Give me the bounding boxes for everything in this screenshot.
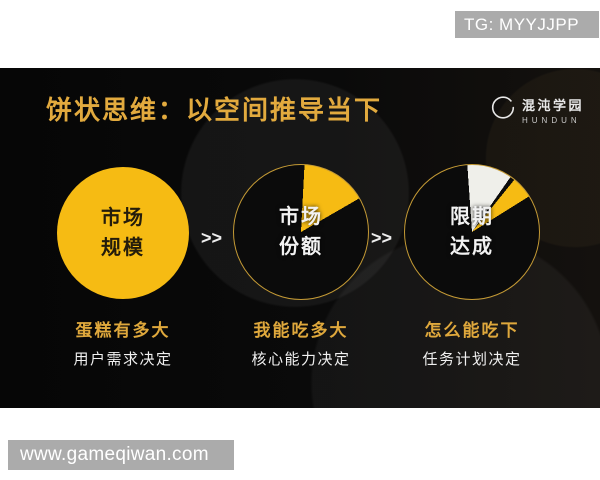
pie-market-share-label: 市场 份额 (279, 206, 323, 258)
slide-title: 饼状思维：以空间推导当下 (46, 95, 383, 125)
logo-name-cn: 混沌学园 (521, 97, 584, 113)
website-badge: www.gameqiwan.com (8, 440, 234, 470)
subcaption-deadline: 任务计划决定 (422, 351, 522, 368)
pie-deadline-label: 限期 达成 (450, 206, 494, 258)
telegram-badge-text: TG: MYYJJPP (464, 14, 580, 34)
chevron-separator-1: >> (201, 228, 223, 248)
caption-deadline: 怎么能吃下 (424, 321, 520, 340)
subcaption-market-size: 用户需求决定 (73, 351, 173, 368)
caption-market-size: 蛋糕有多大 (75, 321, 171, 340)
pie-deadline: 限期 达成 (404, 164, 540, 300)
caption-market-share: 我能吃多大 (253, 321, 349, 340)
telegram-badge: TG: MYYJJPP (455, 11, 599, 38)
pie-market-share: 市场 份额 (233, 164, 369, 300)
subcaption-market-share: 核心能力决定 (251, 351, 351, 368)
website-badge-text: www.gameqiwan.com (20, 444, 209, 465)
pie-market-size: 市场 规模 (57, 167, 189, 299)
hundun-logo: 混沌学园 HUNDUN (490, 94, 584, 125)
pie-market-size-label: 市场 规模 (101, 207, 145, 259)
logo-text: 混沌学园 HUNDUN (522, 95, 584, 125)
logo-name-en: HUNDUN (521, 115, 581, 125)
enso-circle-icon (490, 94, 516, 125)
slide: 饼状思维：以空间推导当下 混沌学园 HUNDUN 市场 规模 >> 市场 (0, 68, 600, 408)
chevron-separator-2: >> (371, 228, 393, 248)
